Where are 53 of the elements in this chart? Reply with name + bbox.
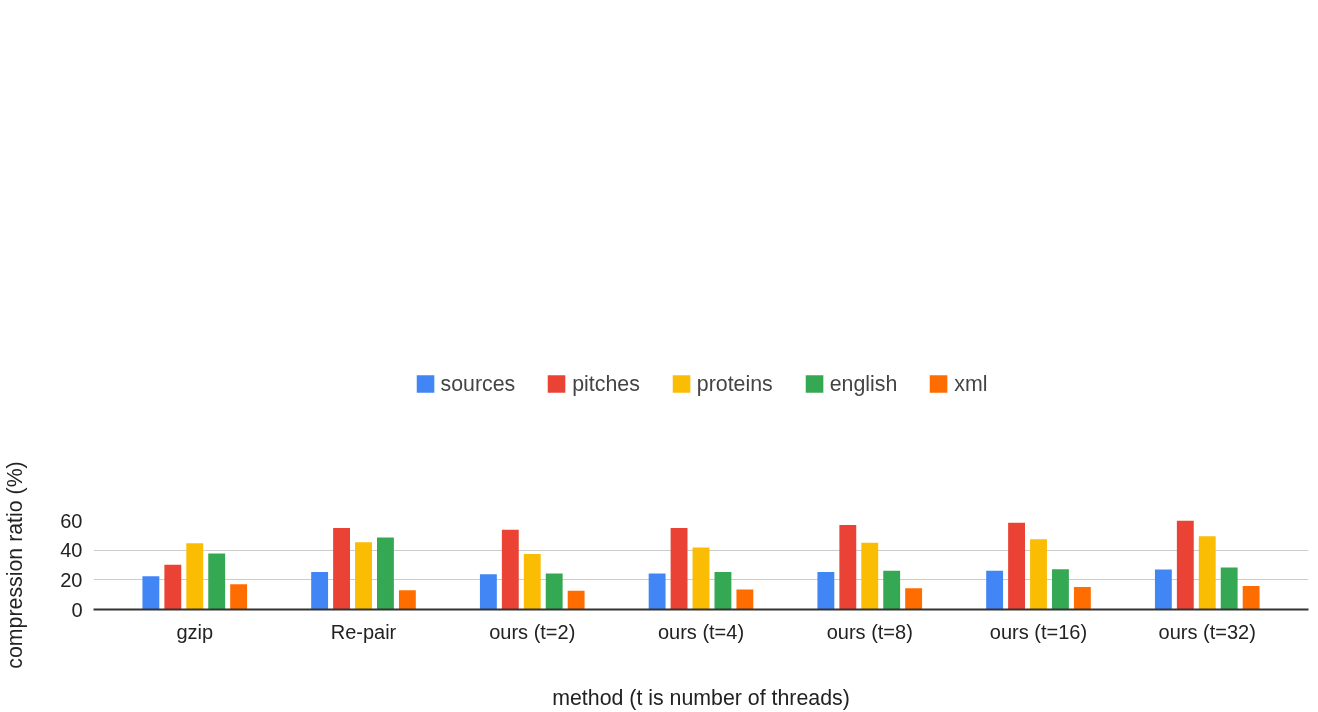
bar: [1008, 522, 1025, 610]
x-tick-label: Re-pair: [330, 620, 397, 643]
bar: [883, 570, 901, 610]
bar: [230, 584, 248, 610]
y-tick-label: 40: [60, 539, 83, 562]
x-tick-label: ours (t=8): [826, 620, 913, 643]
x-tick-label: ours (t=4): [657, 620, 745, 643]
bar: [479, 574, 497, 610]
legend-label: xml: [954, 371, 988, 397]
legend-label: sources: [440, 371, 516, 397]
legend-label: proteins: [696, 371, 773, 397]
bar: [839, 525, 857, 610]
x-tick-label: ours (t=32): [1158, 620, 1256, 643]
y-tick-label: 20: [60, 568, 83, 591]
bar: [333, 527, 350, 610]
bar: [377, 537, 394, 610]
bar: [208, 553, 226, 610]
bar: [545, 573, 563, 610]
bar: [670, 527, 688, 610]
bar: [1220, 567, 1238, 610]
bar: [692, 547, 710, 610]
legend-label: pitches: [572, 371, 640, 397]
x-tick-label: gzip: [176, 620, 214, 643]
legend-label: english: [829, 371, 898, 397]
bar: [1154, 569, 1172, 610]
bar: [311, 571, 329, 610]
bar: [648, 573, 666, 610]
bar: [861, 542, 879, 610]
bar: [1242, 585, 1260, 610]
x-axis-title: method (t is number of threads): [552, 685, 850, 710]
bar: [736, 589, 754, 610]
bar: [1073, 587, 1091, 610]
bar: [986, 570, 1004, 610]
bar: [398, 590, 416, 610]
bar: [1052, 569, 1069, 610]
bar: [355, 542, 372, 610]
y-axis-title: compression ratio (%): [3, 461, 28, 669]
bar: [1030, 539, 1047, 610]
bar: [142, 576, 160, 610]
bar: [523, 553, 541, 610]
bar: [714, 571, 732, 610]
y-tick-label: 60: [60, 509, 83, 532]
bar: [1176, 520, 1194, 610]
bar: [186, 543, 204, 610]
bar: [1198, 536, 1216, 610]
bar: [164, 564, 182, 610]
x-tick-label: ours (t=2): [489, 620, 576, 643]
bar: [905, 588, 923, 610]
bar: [501, 529, 519, 610]
bar: [567, 590, 585, 610]
bar: [817, 571, 835, 610]
x-tick-label: ours (t=16): [989, 620, 1088, 643]
y-tick-label: 0: [71, 598, 83, 621]
